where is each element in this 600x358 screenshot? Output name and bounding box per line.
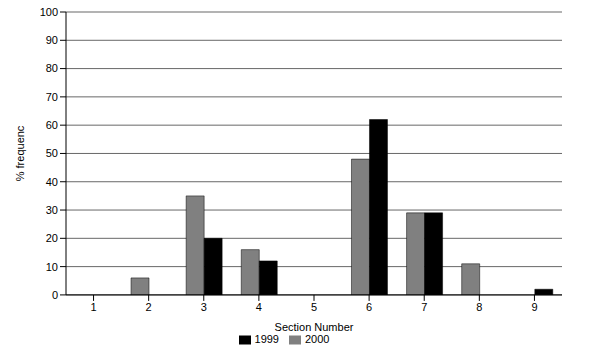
svg-text:Section Number: Section Number bbox=[275, 321, 354, 333]
svg-text:40: 40 bbox=[46, 176, 58, 188]
svg-text:4: 4 bbox=[256, 301, 262, 313]
svg-text:7: 7 bbox=[421, 301, 427, 313]
svg-text:50: 50 bbox=[46, 147, 58, 159]
svg-text:0: 0 bbox=[52, 289, 58, 301]
svg-text:30: 30 bbox=[46, 204, 58, 216]
html-text:1999: 1999 bbox=[254, 332, 279, 345]
svg-text:70: 70 bbox=[46, 91, 58, 103]
html-text:2000: 2000 bbox=[305, 332, 330, 345]
svg-text:% frequenc: % frequenc bbox=[14, 125, 26, 181]
svg-text:9: 9 bbox=[531, 301, 537, 313]
svg-text:80: 80 bbox=[46, 62, 58, 74]
svg-text:60: 60 bbox=[46, 119, 58, 131]
svg-text:8: 8 bbox=[476, 301, 482, 313]
svg-text:20: 20 bbox=[46, 232, 58, 244]
svg-text:10: 10 bbox=[46, 261, 58, 273]
svg-text:90: 90 bbox=[46, 34, 58, 46]
svg-text:1: 1 bbox=[90, 301, 96, 313]
svg-text:2: 2 bbox=[146, 301, 152, 313]
svg-text:100: 100 bbox=[40, 8, 58, 18]
svg-text:3: 3 bbox=[201, 301, 207, 313]
svg-text:6: 6 bbox=[366, 301, 372, 313]
svg-text:5: 5 bbox=[311, 301, 317, 313]
